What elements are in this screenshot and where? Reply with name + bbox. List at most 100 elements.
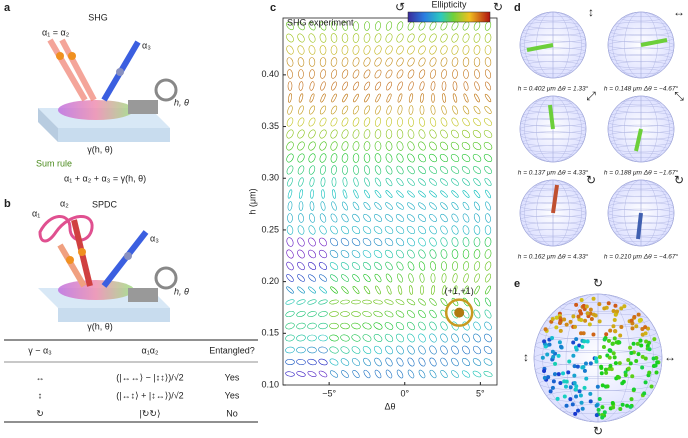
ellipse-glyph xyxy=(463,273,469,283)
ellipse-glyph xyxy=(385,33,393,43)
ellipse-glyph xyxy=(363,141,371,151)
sample-point xyxy=(618,406,623,411)
ellipse-glyph xyxy=(319,225,327,235)
ellipse-glyph xyxy=(353,93,359,103)
ellipse-glyph xyxy=(363,285,371,295)
ellipse-glyph xyxy=(406,214,416,222)
ellipse-glyph xyxy=(473,321,481,331)
ellipse-glyph xyxy=(341,117,349,127)
ellipse-glyph xyxy=(320,177,326,187)
sample-point xyxy=(579,400,584,405)
sample-point xyxy=(584,304,589,309)
chart-title: SHG experiment xyxy=(287,17,354,27)
ellipse-glyph xyxy=(440,57,448,67)
sample-point xyxy=(563,384,568,389)
ellipse-glyph xyxy=(384,214,394,222)
sphere-caption: h = 0.210 μm Δθ = −4.67° xyxy=(604,253,679,261)
ellipse-glyph xyxy=(308,117,316,127)
ellipse-glyph xyxy=(473,105,481,115)
ellipse-glyph xyxy=(385,129,393,139)
ellipse-glyph xyxy=(342,81,348,91)
ellipse-glyph xyxy=(473,297,481,307)
table-cell: ↕ xyxy=(38,390,43,400)
ellipse-glyph xyxy=(364,189,370,199)
sample-point xyxy=(595,384,600,389)
ellipse-glyph xyxy=(332,189,336,199)
ellipse-glyph xyxy=(385,69,393,79)
ellipse-glyph xyxy=(351,225,361,235)
ellipse-glyph xyxy=(351,299,361,305)
ellipse-glyph xyxy=(309,93,315,103)
sample-point xyxy=(548,389,553,394)
ellipse-glyph xyxy=(363,33,371,43)
ellipse-glyph xyxy=(473,249,481,259)
ellipse-glyph xyxy=(397,285,403,295)
alpha-label: α₁ xyxy=(32,208,40,218)
ellipse-glyph xyxy=(441,81,447,91)
sample-point xyxy=(612,317,617,322)
ellipse-glyph xyxy=(352,45,360,55)
ellipse-glyph xyxy=(352,201,360,211)
sample-point xyxy=(612,355,617,360)
sample-point xyxy=(554,325,559,330)
ellipse-glyph xyxy=(374,190,382,198)
ellipse-glyph xyxy=(395,299,405,305)
ellipse-glyph xyxy=(462,33,470,43)
ellipse-glyph xyxy=(461,141,471,151)
annotation-ring xyxy=(444,298,474,327)
ellipse-glyph xyxy=(373,249,383,259)
sample-point xyxy=(642,391,647,396)
ellipse-glyph xyxy=(309,105,315,115)
sample-point xyxy=(579,311,584,316)
annotation: (+1,+1) xyxy=(445,286,474,296)
ellipse-glyph xyxy=(483,333,493,343)
ellipse-glyph xyxy=(396,165,404,175)
ellipse-glyph xyxy=(396,129,404,139)
sample-point xyxy=(585,339,590,344)
y-tick-label: 0.15 xyxy=(261,328,279,338)
sample-point xyxy=(557,340,562,345)
sample-point xyxy=(573,411,578,416)
ellipse-glyph xyxy=(450,141,460,151)
table-cell: Yes xyxy=(225,372,240,382)
ellipse-glyph xyxy=(396,202,404,210)
ellipse-glyph xyxy=(418,141,426,151)
sphere-symbol: ↻ xyxy=(586,173,596,187)
ellipse-glyph xyxy=(320,201,326,211)
ellipse-glyph xyxy=(439,153,449,163)
ellipse-glyph xyxy=(483,345,493,355)
sample-point xyxy=(578,393,583,398)
sample-point xyxy=(618,333,623,338)
sample-point xyxy=(620,402,625,407)
ellipse-glyph xyxy=(286,249,294,259)
ellipse-glyph xyxy=(286,261,294,271)
ellipse-glyph xyxy=(450,166,460,174)
sphere-caption: h = 0.402 μm Δθ = 1.33° xyxy=(518,85,589,93)
ellipse-glyph xyxy=(384,249,394,259)
ellipse-glyph xyxy=(473,117,481,127)
ellipse-glyph xyxy=(407,261,415,271)
ellipse-glyph xyxy=(374,165,382,175)
sample-point xyxy=(546,375,551,380)
ellipse-glyph xyxy=(286,274,294,282)
ellipse-glyph xyxy=(461,129,471,139)
sample-point xyxy=(571,353,576,358)
sample-point xyxy=(542,368,547,373)
ellipse-glyph xyxy=(351,346,361,354)
ellipse-glyph xyxy=(297,45,305,55)
ellipse-glyph xyxy=(397,117,403,127)
ellipse-glyph xyxy=(473,261,481,271)
ellipse-glyph xyxy=(330,286,338,294)
ellipse-glyph xyxy=(340,250,350,258)
ellipse-glyph xyxy=(373,310,383,318)
sample-point xyxy=(600,405,605,410)
ellipse-glyph xyxy=(373,334,383,342)
ellipse-glyph xyxy=(428,153,438,163)
panel-label: c xyxy=(270,2,276,14)
ellipse-glyph xyxy=(473,21,481,31)
sample-point xyxy=(551,379,556,384)
ellipse-glyph xyxy=(429,333,437,343)
ellipse-glyph xyxy=(483,358,493,366)
sample-point xyxy=(558,380,563,385)
ellipse-glyph xyxy=(310,189,314,199)
